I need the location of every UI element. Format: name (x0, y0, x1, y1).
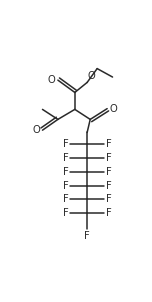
Text: F: F (63, 208, 69, 218)
Text: F: F (106, 139, 111, 149)
Text: O: O (48, 75, 56, 85)
Text: F: F (106, 194, 111, 204)
Text: F: F (106, 167, 111, 177)
Text: F: F (63, 181, 69, 191)
Text: F: F (63, 194, 69, 204)
Text: F: F (63, 153, 69, 163)
Text: O: O (88, 71, 96, 81)
Text: O: O (109, 104, 117, 114)
Text: F: F (106, 208, 111, 218)
Text: F: F (63, 167, 69, 177)
Text: O: O (32, 125, 40, 135)
Text: F: F (106, 153, 111, 163)
Text: F: F (106, 181, 111, 191)
Text: F: F (84, 231, 90, 241)
Text: F: F (63, 139, 69, 149)
